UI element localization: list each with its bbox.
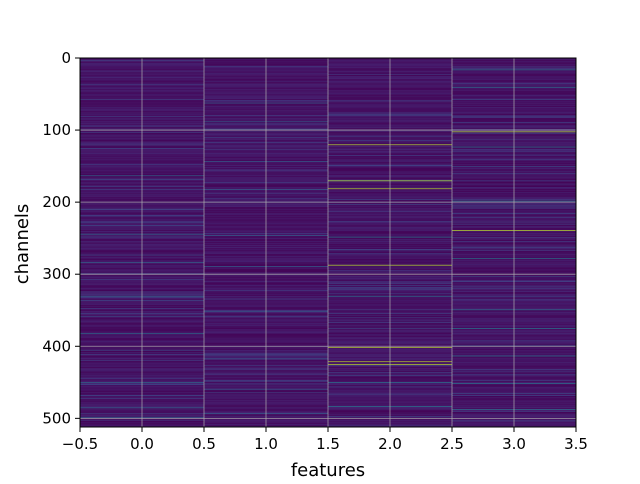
x-axis-label: features	[291, 460, 365, 480]
x-tick-label: 1.0	[254, 435, 278, 453]
y-axis-ticks: 0 100 200 300 400 500	[42, 49, 80, 427]
x-tick-label: 3.5	[564, 435, 588, 453]
y-tick-label: 400	[42, 337, 71, 355]
x-tick-label: 2.5	[440, 435, 464, 453]
x-tick-label: 0.0	[130, 435, 154, 453]
y-tick-label: 300	[42, 265, 71, 283]
x-tick-label: 0.5	[192, 435, 216, 453]
y-tick-label: 100	[42, 121, 71, 139]
y-tick-label: 500	[42, 409, 71, 427]
x-axis-ticks: −0.5 0.0 0.5 1.0 1.5 2.0 2.5 3.0 3.5	[62, 427, 588, 453]
x-tick-label: 2.0	[378, 435, 402, 453]
x-tick-label: 3.0	[502, 435, 526, 453]
y-axis-label: channels	[12, 204, 33, 285]
x-tick-label: 1.5	[316, 435, 340, 453]
y-tick-label: 200	[42, 193, 71, 211]
y-tick-label: 0	[61, 49, 71, 67]
x-tick-label: −0.5	[62, 435, 98, 453]
